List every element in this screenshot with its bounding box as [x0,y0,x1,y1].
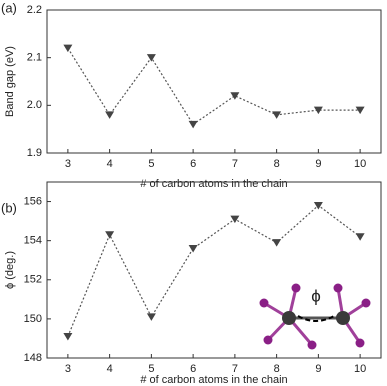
marker [272,111,282,119]
y-tick-label: 154 [24,235,42,247]
x-tick-label: 7 [232,158,238,170]
marker [146,313,156,321]
x-tick-label: 8 [274,363,280,375]
inset-molecule [259,283,371,350]
marker [105,231,115,239]
marker [272,239,282,247]
marker [355,233,365,241]
data-line [67,47,361,126]
x-tick-label: 9 [315,158,321,170]
marker [230,215,240,224]
x-tick-label: 10 [354,158,366,170]
x-tick-label: 10 [354,363,366,375]
x-tick-label: 6 [190,158,196,170]
y-axis-title: ϕ (deg.) [4,251,16,289]
y-tick-label: 150 [24,313,42,325]
plot-frame [46,181,382,359]
x-tick-label: 5 [148,158,154,170]
marker [313,106,323,115]
x-tick-label: 3 [65,363,71,375]
inset-label: ϕ [311,286,321,305]
marker [355,106,365,115]
x-tick-label: 4 [107,158,113,170]
y-tick-label: 156 [24,195,42,207]
x-tick-label: 6 [190,363,196,375]
marker [63,332,73,341]
x-tick-label: 9 [315,363,321,375]
marker [313,201,323,210]
y-tick-label: 152 [24,274,42,286]
x-tick-label: 8 [274,158,280,170]
panel-label: (a) [1,0,17,15]
marker [105,111,115,119]
y-tick-label: 2.0 [27,99,42,111]
x-tick-label: 3 [65,158,71,170]
y-tick-label: 2.1 [27,52,42,64]
plot-frame [46,9,382,154]
x-axis-title: # of carbon atoms in the chain [140,178,287,190]
y-axis-title: Band gap (eV) [4,46,16,117]
panel-label: (b) [1,200,17,215]
marker [188,244,198,253]
marker [146,54,156,62]
x-tick-label: 5 [148,363,154,375]
data-line [67,204,361,337]
y-tick-label: 148 [24,352,42,364]
x-axis-title: # of carbon atoms in the chain [140,374,287,386]
marker [230,92,240,100]
marker [188,120,198,129]
marker [63,44,73,53]
y-tick-label: 2.2 [27,4,42,16]
x-tick-label: 7 [232,363,238,375]
y-tick-label: 1.9 [27,147,42,159]
x-tick-label: 4 [107,363,113,375]
